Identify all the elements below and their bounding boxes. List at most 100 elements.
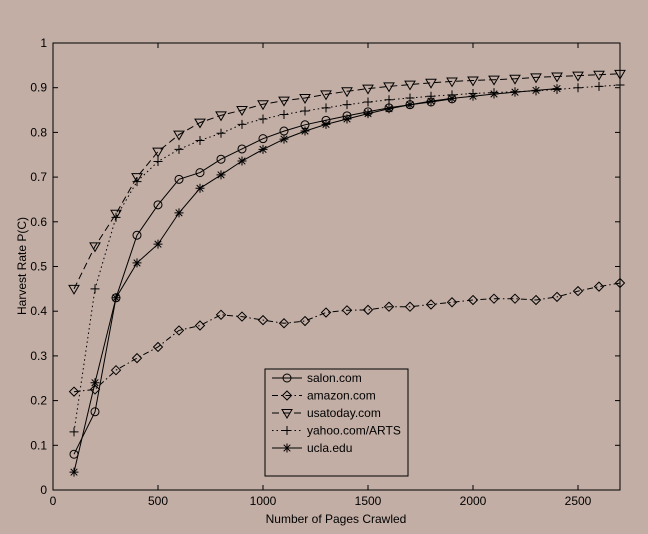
data-point	[446, 297, 458, 308]
y-tick-label: 0.5	[30, 260, 47, 274]
data-point	[405, 100, 415, 110]
data-point	[195, 135, 205, 145]
data-point	[216, 170, 226, 180]
data-point	[320, 90, 332, 101]
data-point	[89, 384, 101, 395]
data-point	[195, 168, 205, 178]
data-point	[132, 177, 142, 187]
legend-entry: amazon.com	[272, 389, 376, 403]
data-point	[488, 75, 500, 86]
data-point	[174, 174, 184, 184]
legend-box	[264, 368, 409, 477]
data-point	[194, 118, 206, 129]
legend-label: ucla.edu	[307, 441, 352, 455]
y-tick-label: 0.2	[30, 394, 47, 408]
data-point	[215, 111, 227, 122]
data-point	[594, 81, 604, 91]
x-tick-label: 2000	[460, 494, 487, 508]
data-point	[341, 87, 353, 98]
data-point	[551, 291, 563, 303]
data-point	[153, 156, 163, 166]
y-tick-label: 0.3	[30, 349, 47, 363]
data-point	[237, 156, 247, 166]
data-point	[573, 83, 583, 93]
data-point	[383, 82, 395, 93]
x-tick-label: 1000	[250, 494, 277, 508]
data-point	[489, 89, 499, 99]
legend-marker	[282, 373, 292, 383]
data-point	[446, 77, 458, 88]
data-point	[509, 293, 521, 304]
data-point	[341, 305, 353, 316]
data-point	[152, 147, 164, 158]
data-point	[132, 230, 142, 240]
data-point	[90, 284, 100, 294]
data-point	[258, 114, 268, 124]
data-point	[195, 183, 205, 193]
data-point	[342, 100, 352, 110]
data-point	[426, 96, 436, 106]
data-point	[68, 386, 80, 397]
data-point	[425, 299, 437, 310]
data-point	[572, 285, 584, 297]
data-point	[153, 239, 163, 249]
series-usatoday.com	[68, 69, 626, 295]
data-point	[278, 96, 290, 107]
legend-marker	[282, 426, 292, 435]
data-point	[194, 320, 206, 331]
data-point	[552, 84, 562, 94]
legend-entry: usatoday.com	[272, 406, 381, 420]
y-tick-label: 0.8	[30, 125, 47, 139]
axis-ticks: 0 500 1000 1500 2000 2500 0 0.1 0.2 0.3 0.4 0.5 0.6 0…	[30, 36, 620, 508]
data-point	[363, 109, 373, 119]
data-point	[572, 71, 584, 82]
data-point	[614, 69, 626, 80]
data-point	[69, 449, 79, 459]
series-line	[73, 73, 621, 290]
data-point	[321, 103, 331, 113]
y-tick-label: 0.4	[30, 304, 47, 318]
data-point	[383, 301, 395, 312]
legend-entry: salon.com	[272, 371, 362, 385]
data-point	[237, 119, 247, 129]
legend-label: yahoo.com/ARTS	[307, 424, 401, 438]
series-layer	[68, 69, 626, 477]
series-ucla.edu	[69, 84, 562, 477]
data-point	[551, 72, 563, 83]
x-tick-label: 0	[50, 494, 57, 508]
x-tick-label: 500	[148, 494, 168, 508]
legend-entry: ucla.edu	[272, 441, 352, 455]
data-point	[69, 467, 79, 477]
data-point	[174, 144, 184, 154]
data-point	[300, 126, 310, 136]
data-point	[384, 104, 394, 114]
data-point	[216, 154, 226, 164]
data-point	[278, 318, 290, 329]
data-point	[110, 364, 122, 376]
data-point	[174, 208, 184, 218]
legend-marker	[281, 390, 293, 401]
data-point	[173, 325, 185, 336]
data-point	[173, 130, 185, 141]
data-point	[237, 144, 247, 154]
data-point	[362, 304, 374, 316]
y-axis-label: Harvest Rate P(C)	[15, 217, 29, 315]
legend-label: usatoday.com	[307, 406, 381, 420]
data-point	[153, 200, 163, 210]
data-point	[531, 85, 541, 95]
legend-marker	[282, 443, 292, 453]
x-tick-label: 1500	[355, 494, 382, 508]
data-point	[384, 95, 394, 105]
data-point	[447, 93, 457, 103]
y-tick-label: 1	[40, 36, 47, 50]
legend-marker	[281, 409, 293, 419]
y-tick-label: 0	[40, 483, 47, 497]
x-axis-label: Number of Pages Crawled	[266, 512, 407, 526]
data-point	[320, 307, 332, 318]
legend: salon.com amazon.com usatoday.com yahoo.com…	[264, 368, 409, 477]
data-point	[404, 80, 416, 91]
data-point	[131, 352, 143, 364]
data-point	[90, 407, 100, 417]
series-line	[73, 282, 621, 393]
